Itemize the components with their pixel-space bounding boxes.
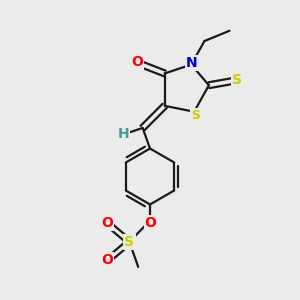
- Text: S: S: [191, 109, 200, 122]
- Text: N: N: [186, 56, 198, 70]
- Text: O: O: [145, 216, 157, 230]
- Text: H: H: [118, 127, 129, 141]
- Text: O: O: [101, 254, 113, 267]
- Text: O: O: [101, 216, 113, 230]
- Text: O: O: [131, 55, 143, 69]
- Text: S: S: [232, 73, 242, 87]
- Text: S: S: [124, 235, 134, 249]
